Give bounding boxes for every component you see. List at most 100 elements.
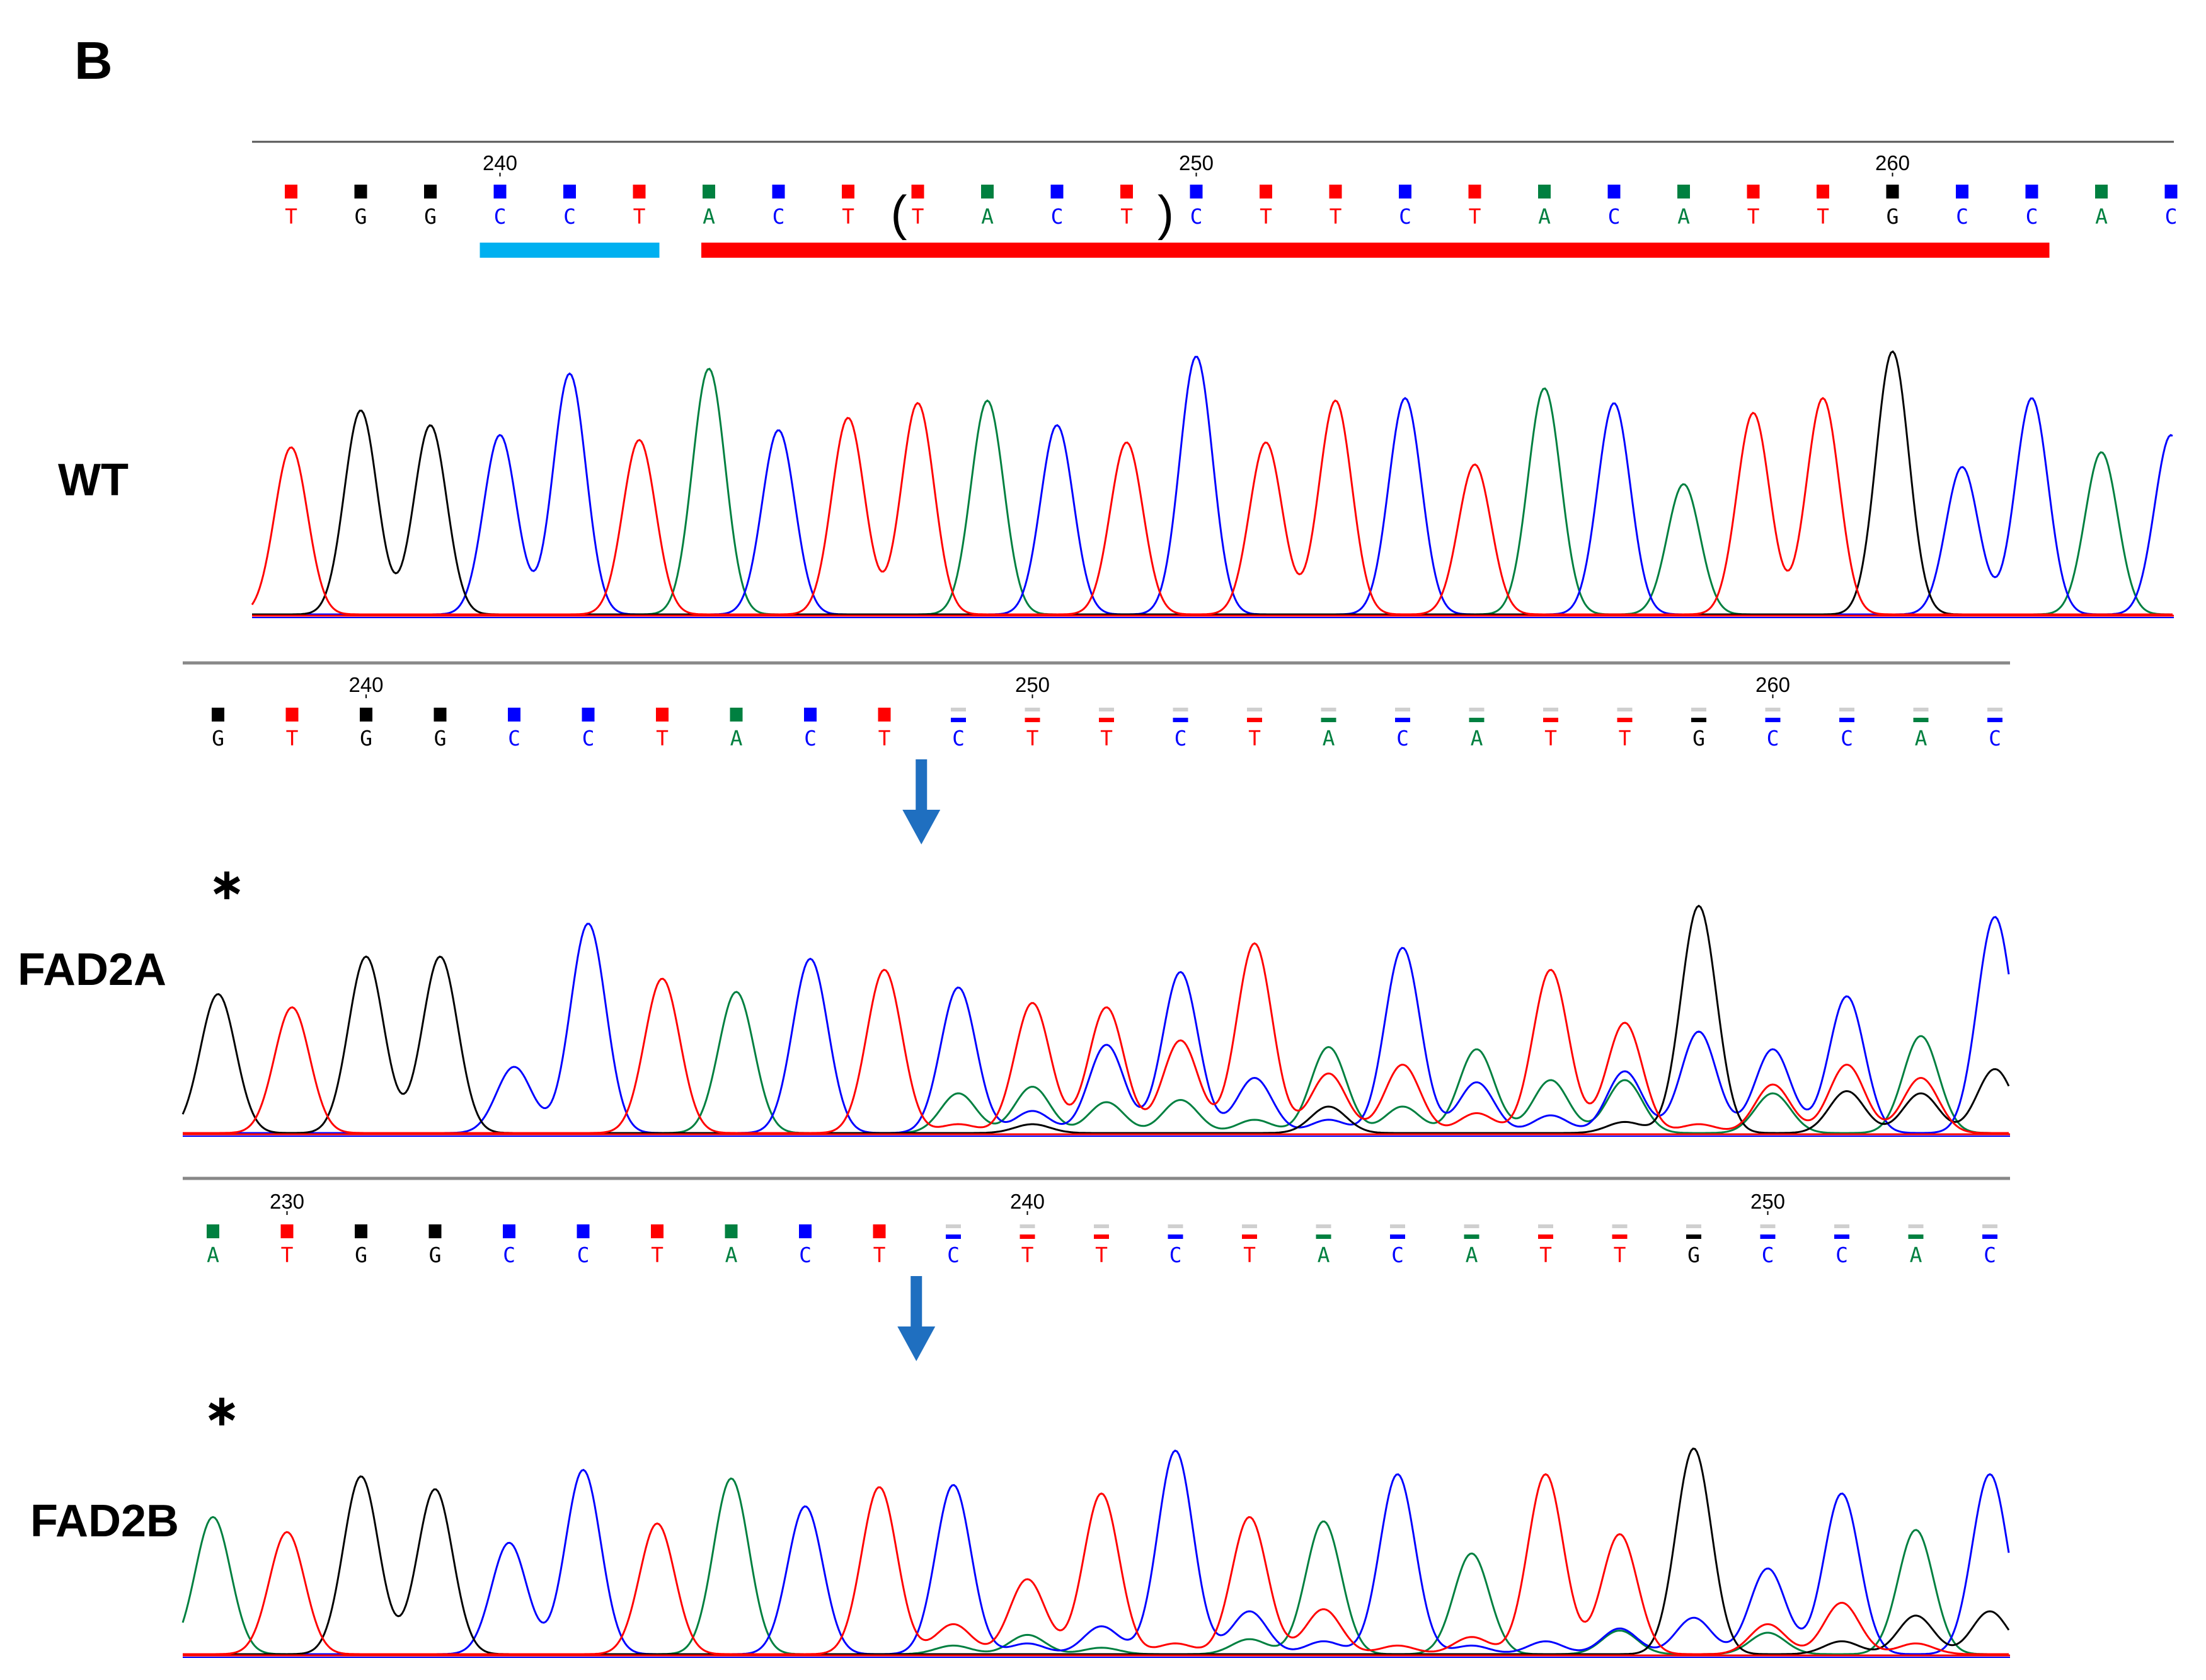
base-call-letter: T (1619, 726, 1631, 751)
base-call-letter: T (1330, 204, 1342, 229)
quality-square (1913, 708, 1929, 711)
quality-square (1817, 185, 1829, 198)
quality-square (873, 1224, 886, 1238)
quality-square (285, 185, 297, 198)
quality-square (508, 708, 520, 722)
quality-square (1839, 718, 1854, 722)
base-call-letter: T (1539, 1243, 1552, 1267)
base-call-letter: C (1169, 1243, 1182, 1267)
quality-square (1094, 1234, 1109, 1239)
quality-square (360, 708, 372, 722)
quality-square (280, 1224, 294, 1238)
base-call-letter: A (207, 1243, 219, 1267)
base-call-letter: T (1469, 204, 1481, 229)
position-number: 230 (270, 1190, 304, 1213)
asterisk-stroke (213, 876, 241, 895)
base-call-letter: C (773, 204, 785, 229)
quality-square (1390, 1224, 1405, 1228)
quality-square (1395, 708, 1410, 711)
quality-square (799, 1224, 812, 1238)
quality-square (703, 185, 715, 198)
quality-square (656, 708, 669, 722)
quality-square (2025, 185, 2038, 198)
base-call-letter: A (725, 1243, 738, 1267)
base-call-letter: C (1956, 204, 1968, 229)
base-call-letter: G (1692, 726, 1705, 751)
quality-square (878, 708, 891, 722)
cut-site-arrow-icon (902, 810, 941, 844)
quality-square (951, 708, 966, 711)
base-call-letter: C (799, 1243, 812, 1267)
quality-square (1760, 1234, 1776, 1239)
cut-site-arrow-icon (897, 1326, 936, 1361)
quality-square (1395, 718, 1410, 722)
trace-g (183, 1447, 2010, 1655)
wt-chromatogram: 240 250 260 T G G C C T A C T T A C T C T T C T A C A T T G C C A C () (251, 141, 2178, 618)
quality-square (1120, 185, 1133, 198)
panel-letter: B (74, 31, 113, 90)
quality-square (730, 708, 743, 722)
wt-label: WT (58, 455, 129, 505)
base-call-letter: C (1399, 204, 1411, 229)
base-call-letter: T (1100, 726, 1113, 751)
base-call-letter: T (1248, 726, 1261, 751)
quality-square (1612, 1234, 1628, 1239)
base-call-letter: C (1391, 1243, 1404, 1267)
quality-square (1025, 708, 1040, 711)
fad2a-chromatogram: 240 250 260 G T G G C C T A C T C T T C T A C A T T G C C A C (181, 661, 2010, 1137)
quality-square (1760, 1224, 1776, 1228)
trace-g (181, 904, 2010, 1134)
quality-square (503, 1224, 515, 1238)
base-call-letter: C (503, 1243, 515, 1267)
quality-square (1260, 185, 1272, 198)
quality-square (633, 185, 646, 198)
quality-square (1020, 1224, 1035, 1228)
base-call-letter: C (1396, 726, 1409, 751)
quality-square (981, 185, 994, 198)
quality-square (1247, 718, 1262, 722)
base-call-letter: T (656, 726, 669, 751)
deletion-close-paren: ) (1158, 185, 1174, 241)
quality-square (354, 185, 367, 198)
base-call-letter: T (1614, 1243, 1626, 1267)
quality-square (1543, 708, 1558, 711)
base-call-letter: G (360, 726, 372, 751)
quality-square (2095, 185, 2108, 198)
quality-square (1469, 708, 1485, 711)
quality-square (1538, 1224, 1553, 1228)
base-call-letter: C (1989, 726, 2001, 751)
quality-square (1834, 1224, 1849, 1228)
base-call-letter: A (703, 204, 715, 229)
base-call-letter: T (1120, 204, 1133, 229)
base-call-letter: T (633, 204, 646, 229)
base-call-letter: A (1677, 204, 1690, 229)
trace-g (252, 350, 2173, 616)
quality-square (951, 718, 966, 722)
quality-square (1691, 718, 1706, 722)
quality-square (1190, 185, 1203, 198)
cut-site-arrow-shaft (916, 759, 928, 813)
base-call-letter: T (1021, 1243, 1034, 1267)
base-call-letter: T (1747, 204, 1760, 229)
quality-square (1839, 708, 1854, 711)
quality-square (424, 185, 437, 198)
quality-square (1913, 718, 1929, 722)
asterisk-icon (213, 872, 241, 899)
base-call-letter: G (434, 726, 447, 751)
cut-site-arrow-shaft (911, 1276, 922, 1330)
base-call-letter: T (1544, 726, 1557, 751)
base-call-letter: C (1051, 204, 1064, 229)
quality-square (1691, 708, 1706, 711)
base-call-letter: T (286, 726, 299, 751)
base-call-letter: C (577, 1243, 590, 1267)
position-number: 260 (1875, 151, 1910, 175)
quality-square (563, 185, 576, 198)
trace-t (251, 396, 2173, 616)
base-call-letter: T (1095, 1243, 1108, 1267)
quality-square (1242, 1224, 1257, 1228)
base-call-letter: C (1175, 726, 1187, 751)
base-call-letter: A (730, 726, 743, 751)
base-call-letter: T (281, 1243, 294, 1267)
trace-c (252, 355, 2173, 616)
quality-square (428, 1224, 442, 1238)
